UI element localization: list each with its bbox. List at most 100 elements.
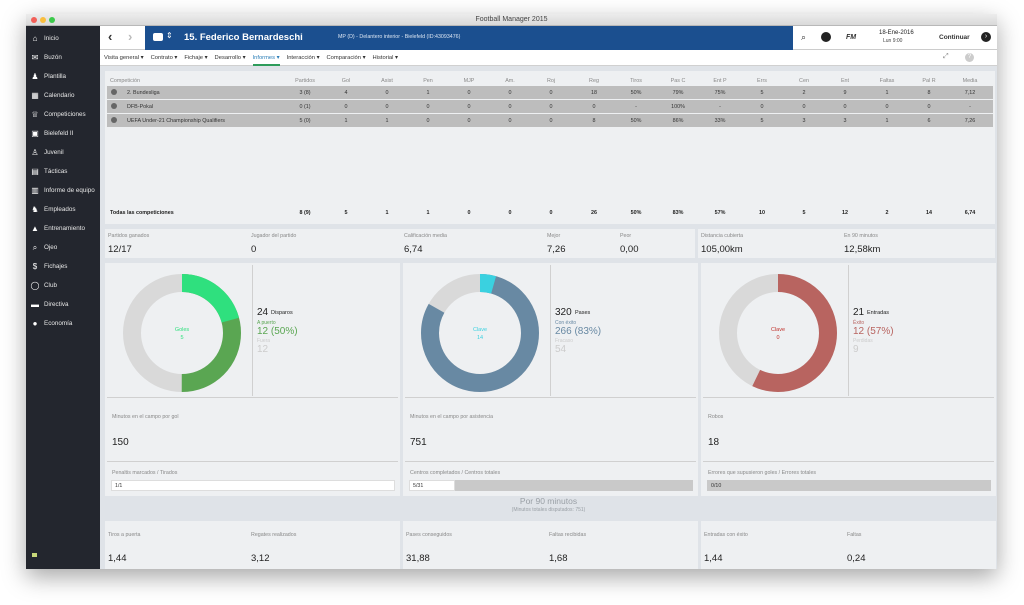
column-header[interactable]: Am. xyxy=(505,77,515,84)
column-header[interactable]: Partidos xyxy=(295,77,315,84)
game-time: Lun 9:00 xyxy=(883,38,903,44)
stat-total: 21 xyxy=(853,307,865,318)
chevron-updown-icon[interactable]: ⇕ xyxy=(166,31,173,40)
column-header[interactable]: Asist xyxy=(381,77,393,84)
table-cell: 3 (8) xyxy=(299,89,311,96)
sidebar-item-informe-de-equipo[interactable]: ▥ Informe de equipo xyxy=(26,181,100,200)
stat-sub1-value: 12 (50%) xyxy=(257,326,298,337)
forward-button[interactable]: › xyxy=(128,29,133,44)
tab-0[interactable]: Visita general ▾ xyxy=(104,50,144,66)
column-header[interactable]: Errs xyxy=(757,77,767,84)
sidebar-item-directiva[interactable]: ▬ Directiva xyxy=(26,295,100,314)
tab-4[interactable]: Informes ▾ xyxy=(252,50,280,66)
stat-sub2-value: 12 xyxy=(257,344,269,355)
sidebar-item-ojeo[interactable]: ⌕ Ojeo xyxy=(26,238,100,257)
stat-total: 320 xyxy=(555,307,572,318)
minimize-window-button[interactable] xyxy=(40,17,46,23)
donut-segment-highlight xyxy=(421,274,539,392)
sidebar-item-juvenil[interactable]: ♙ Juvenil xyxy=(26,143,100,162)
table-cell: 1 xyxy=(385,117,389,124)
per90-label: Regates realizados xyxy=(251,532,297,538)
table-cell: 86% xyxy=(672,117,684,124)
help-icon[interactable]: ? xyxy=(965,53,974,62)
per90-value: 1,68 xyxy=(549,553,568,564)
column-header[interactable]: Ent xyxy=(840,77,850,84)
per90-card xyxy=(105,521,400,569)
sidebar-item-inicio[interactable]: ⌂ Inicio xyxy=(26,29,100,48)
chevron-down-icon: ▾ xyxy=(314,54,320,61)
header-right: ⌕ FM 18-Ene-2016 Lun 9:00 Continuar › xyxy=(793,26,997,50)
divider xyxy=(703,461,994,462)
close-window-button[interactable] xyxy=(31,17,37,23)
sidebar-item-entrenamiento[interactable]: ▲ Entrenamiento xyxy=(26,219,100,238)
column-header[interactable]: Gol xyxy=(341,77,351,84)
summary-value: 0,00 xyxy=(620,244,639,255)
tab-5[interactable]: Interacción ▾ xyxy=(287,50,320,66)
sidebar-item-club[interactable]: ◯ Club xyxy=(26,276,100,295)
divider xyxy=(703,397,994,398)
table-cell: 3 xyxy=(802,117,806,124)
tab-7[interactable]: Historial ▾ xyxy=(373,50,398,66)
column-header[interactable]: Competición xyxy=(110,77,140,84)
column-header[interactable]: Faltas xyxy=(879,77,895,84)
game-date[interactable]: 18-Ene-2016 xyxy=(879,30,914,36)
stat-total: 24 xyxy=(257,307,269,318)
table-cell: 0 xyxy=(344,103,348,110)
column-header[interactable]: Pen xyxy=(423,77,433,84)
continue-arrow-icon[interactable]: › xyxy=(981,32,991,42)
stat-sub2-value: 9 xyxy=(853,344,859,355)
staff-icon: ♞ xyxy=(31,205,39,214)
table-row[interactable]: DFB-Pokal 0 (1) 0 0 0 0 0 0 0 - 100% - 0 0 0 0 0 - xyxy=(107,100,993,113)
column-header[interactable]: MJP xyxy=(463,77,475,84)
tab-3[interactable]: Desarrollo ▾ xyxy=(215,50,246,66)
table-cell: 2. Bundesliga xyxy=(127,89,160,96)
column-header[interactable]: Pas C xyxy=(670,77,686,84)
ball-icon[interactable] xyxy=(821,32,831,42)
table-cell: 0 xyxy=(467,209,471,216)
donut-chart: Goles 5 xyxy=(123,274,241,392)
sidebar-item-plantilla[interactable]: ♟ Plantilla xyxy=(26,67,100,86)
table-row[interactable]: UEFA Under-21 Championship Qualifiers 5 (… xyxy=(107,114,993,127)
donut-segment-success xyxy=(719,274,837,392)
column-header[interactable]: Reg xyxy=(589,77,599,84)
sidebar-nav: ⌂ Inicio ✉ Buzón ♟ Plantilla ▦ Calendario ♕ Compe… xyxy=(26,26,100,333)
edit-icon[interactable]: ⤢ xyxy=(943,53,949,60)
sidebar-item-bielefeld-ii[interactable]: ▣ Bielefeld II xyxy=(26,124,100,143)
club-icon: ◯ xyxy=(30,281,40,290)
tab-6[interactable]: Comparación ▾ xyxy=(326,50,365,66)
column-header[interactable]: Roj xyxy=(546,77,556,84)
stat-panel: Clave 14 320 Pases Con éxito 266 (83%) Fracaso… xyxy=(403,263,698,496)
sidebar-item-fichajes[interactable]: $ Fichajes xyxy=(26,257,100,276)
table-cell: 0 xyxy=(426,117,430,124)
stat-sub2-label: Fuera xyxy=(257,338,271,344)
table-row[interactable]: 2. Bundesliga 3 (8) 4 0 1 0 0 0 18 50% 79% 75% 5 2 9 1 8… xyxy=(107,86,993,99)
sidebar-item-competiciones[interactable]: ♕ Competiciones xyxy=(26,105,100,124)
sidebar-item-buzón[interactable]: ✉ Buzón xyxy=(26,48,100,67)
column-header[interactable]: Tiros xyxy=(630,77,642,84)
sub-navigation: Visita general ▾ Contrato ▾ Fichaje ▾ Desar… xyxy=(100,50,997,66)
status-indicator xyxy=(32,553,37,557)
tab-2[interactable]: Fichaje ▾ xyxy=(184,50,207,66)
table-cell: 8 xyxy=(592,117,596,124)
column-header[interactable]: Ent P xyxy=(713,77,727,84)
metric-label: Minutos en el campo por asistencia xyxy=(410,414,494,420)
column-header[interactable]: Cen xyxy=(799,77,809,84)
column-header[interactable]: Pal R xyxy=(922,77,936,84)
continue-button[interactable]: Continuar xyxy=(939,34,970,41)
search-icon[interactable]: ⌕ xyxy=(801,32,807,42)
sidebar-item-calendario[interactable]: ▦ Calendario xyxy=(26,86,100,105)
progress-bar-fill xyxy=(111,480,395,491)
sidebar-item-empleados[interactable]: ♞ Empleados xyxy=(26,200,100,219)
table-cell: Todas las competiciones xyxy=(110,209,174,216)
sidebar-item-economía[interactable]: ● Economía xyxy=(26,314,100,333)
sidebar-item-tácticas[interactable]: ▤ Tácticas xyxy=(26,162,100,181)
tab-1[interactable]: Contrato ▾ xyxy=(151,50,178,66)
summary-label: Calificación media xyxy=(404,233,447,239)
maximize-window-button[interactable] xyxy=(49,17,55,23)
fm-logo[interactable]: FM xyxy=(846,34,857,41)
summary-card-right xyxy=(698,229,995,258)
column-header[interactable]: Media xyxy=(962,77,978,84)
back-button[interactable]: ‹ xyxy=(108,29,113,44)
table-cell: 7,12 xyxy=(964,89,976,96)
table-cell: 8 (9) xyxy=(299,209,311,216)
